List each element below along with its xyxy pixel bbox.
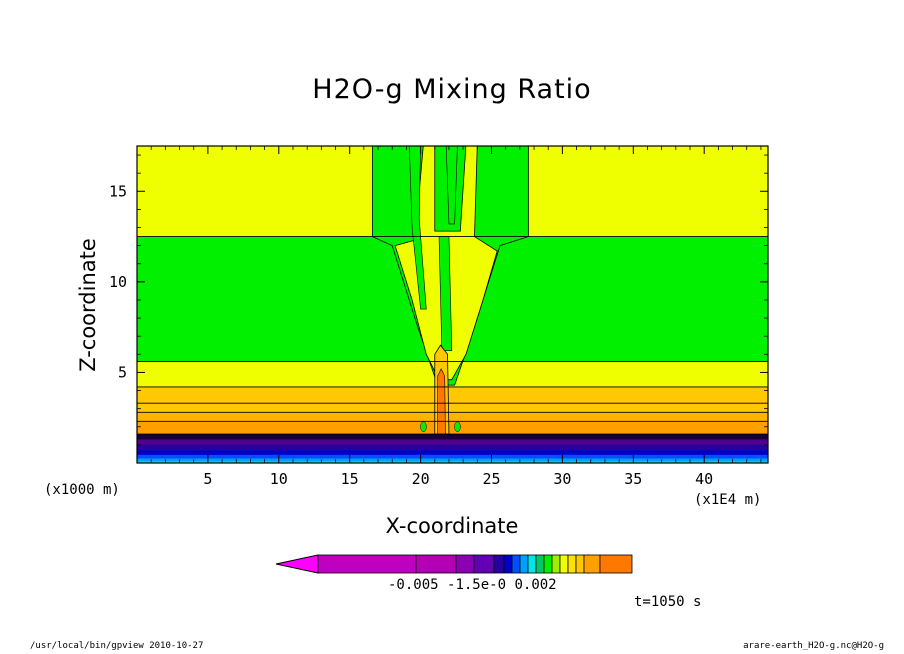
colorbar-swatch [511, 554, 521, 574]
plume-streak [445, 146, 458, 225]
contour-subband [137, 421, 768, 435]
colorbar-swatch [583, 554, 601, 574]
colorbar-tick-labels: -0.005 -1.5e-0 0.002 [388, 577, 557, 593]
core-spot [454, 421, 461, 433]
x-tick-label: 40 [695, 470, 713, 488]
plot-frame [136, 145, 769, 464]
colorbar-swatch [559, 554, 569, 574]
plume-streak [409, 146, 427, 310]
x-tick-label: 30 [553, 470, 571, 488]
y-tick-label: 5 [118, 363, 127, 381]
core-spot [420, 421, 427, 433]
x-axis-label: X-coordinate [385, 514, 519, 538]
colorbar-swatch [543, 554, 553, 574]
contour-subband [137, 412, 768, 422]
contour-subband [137, 454, 768, 459]
footer-right: arare-earth_H2O-g.nc@H2O-g [743, 641, 884, 651]
contour-subband [137, 461, 768, 463]
colorbar-swatch [567, 554, 577, 574]
contour-subband [137, 458, 768, 462]
colorbar-swatch [535, 554, 545, 574]
x-tick-label: 15 [341, 470, 359, 488]
x-tick-label: 20 [412, 470, 430, 488]
x-tick-label: 25 [482, 470, 500, 488]
footer-left: /usr/local/bin/gpview 2010-10-27 [30, 641, 204, 651]
colorbar-swatch [455, 554, 475, 574]
chart-title: H2O-g Mixing Ratio [312, 74, 592, 105]
time-annotation: t=1050 s [634, 594, 702, 610]
colorbar-swatch [503, 554, 513, 574]
colorbar-swatch [493, 554, 505, 574]
contour-subband [137, 386, 768, 404]
colorbar-tick-label: 0.002 [514, 577, 557, 593]
x-axis-unit: (x1E4 m) [694, 492, 762, 508]
y-tick-label: 10 [109, 273, 127, 291]
colorbar-arrow-left [275, 554, 319, 574]
contour-subband [137, 444, 768, 451]
x-tick-label: 5 [203, 470, 212, 488]
x-tick-label: 10 [270, 470, 288, 488]
y-axis-label: Z-coordinate [76, 238, 100, 372]
colorbar-swatch [551, 554, 561, 574]
y-axis-unit: (x1000 m) [44, 482, 120, 498]
colorbar-swatch [519, 554, 529, 574]
colorbar-swatch [527, 554, 537, 574]
colorbar-swatch [415, 554, 457, 574]
y-tick-label: 15 [109, 182, 127, 200]
colorbar-swatch [599, 554, 633, 574]
colorbar-swatch [575, 554, 585, 574]
contour-subband [137, 403, 768, 413]
x-tick-label: 35 [624, 470, 642, 488]
colorbar-tick-label: -0.005 [388, 577, 439, 593]
colorbar-swatch [473, 554, 495, 574]
contour-subband [137, 434, 768, 440]
contour-fill-group [137, 146, 768, 463]
contour-subband [137, 439, 768, 445]
contour-subband [137, 450, 768, 455]
colorbar-swatch [317, 554, 417, 574]
colorbar-tick-label: -1.5e-0 [447, 577, 507, 593]
core-column-inner [437, 368, 446, 435]
